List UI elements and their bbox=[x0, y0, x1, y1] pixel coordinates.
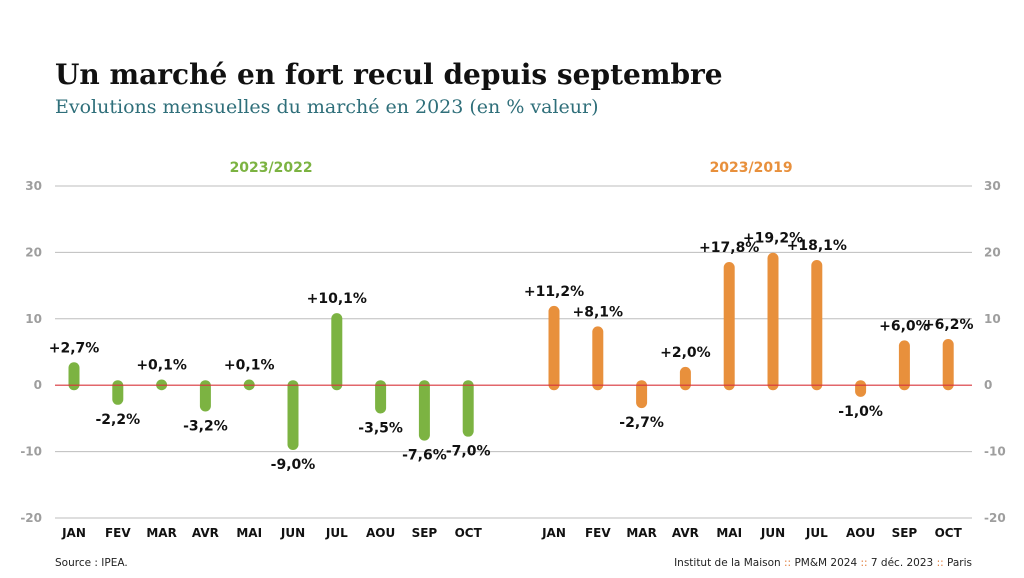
x-tick-label: MAI bbox=[716, 526, 742, 540]
data-label: +18,1% bbox=[787, 238, 847, 254]
y-tick-label-right: 10 bbox=[984, 312, 1001, 326]
data-label: -9,0% bbox=[271, 457, 316, 473]
credit-part: Paris bbox=[947, 557, 972, 569]
bar-sep bbox=[898, 340, 910, 391]
x-tick-label: OCT bbox=[935, 526, 963, 540]
credit-separator: :: bbox=[933, 557, 947, 569]
data-label: +11,2% bbox=[524, 284, 584, 300]
data-label: -2,7% bbox=[619, 415, 664, 431]
data-label: +10,1% bbox=[307, 291, 367, 307]
data-label: +0,1% bbox=[224, 358, 275, 374]
data-label: +6,2% bbox=[923, 317, 974, 333]
bar-fev bbox=[112, 380, 124, 405]
credit-part: PM&M 2024 bbox=[794, 557, 858, 569]
chart-title: Un marché en fort recul depuis septembre bbox=[55, 58, 723, 91]
bar-oct bbox=[942, 339, 954, 391]
data-label: -3,2% bbox=[183, 418, 228, 434]
x-tick-label: JUL bbox=[325, 526, 348, 540]
data-label: +8,1% bbox=[573, 304, 624, 320]
y-tick-label-right: 0 bbox=[984, 378, 992, 392]
data-label: -7,0% bbox=[446, 444, 491, 460]
x-tick-label: JUN bbox=[280, 526, 305, 540]
credit-part: Institut de la Maison bbox=[674, 557, 781, 569]
y-tick-label-left: -20 bbox=[20, 511, 42, 525]
y-tick-label-right: 20 bbox=[984, 245, 1001, 259]
x-tick-label: AOU bbox=[366, 526, 395, 540]
data-label: -7,6% bbox=[402, 448, 447, 464]
x-tick-label: FEV bbox=[105, 526, 131, 540]
x-tick-label: SEP bbox=[892, 526, 918, 540]
data-label: +2,7% bbox=[49, 340, 100, 356]
bar-aou bbox=[855, 380, 867, 397]
bar-aou bbox=[375, 380, 387, 414]
y-tick-label-right: 30 bbox=[984, 179, 1001, 193]
bar-sep bbox=[418, 380, 430, 441]
y-tick-label-left: 10 bbox=[25, 312, 42, 326]
data-label: -2,2% bbox=[95, 412, 140, 428]
bar-jul bbox=[811, 260, 823, 391]
credit-separator: :: bbox=[857, 557, 871, 569]
credit-part: 7 déc. 2023 bbox=[870, 557, 934, 569]
x-tick-label: JUL bbox=[805, 526, 828, 540]
data-label: -1,0% bbox=[838, 404, 883, 420]
bar-mar bbox=[636, 380, 648, 409]
x-tick-label: JUN bbox=[760, 526, 785, 540]
x-tick-label: MAI bbox=[236, 526, 262, 540]
data-label: -3,5% bbox=[358, 420, 403, 436]
bar-jun bbox=[287, 380, 299, 450]
x-tick-label: AVR bbox=[192, 526, 219, 540]
bar-jun bbox=[767, 252, 779, 391]
x-tick-label: SEP bbox=[412, 526, 438, 540]
bar-mai bbox=[723, 262, 735, 391]
x-tick-label: JAN bbox=[61, 526, 86, 540]
bar-avr bbox=[199, 380, 211, 412]
x-tick-label: MAR bbox=[626, 526, 656, 540]
data-label: +17,8% bbox=[699, 240, 759, 256]
data-label: +2,0% bbox=[660, 345, 711, 361]
bar-fev bbox=[592, 326, 604, 391]
data-label: +19,2% bbox=[743, 231, 803, 247]
x-tick-label: JAN bbox=[541, 526, 566, 540]
series-header-2023-2019: 2023/2019 bbox=[710, 160, 793, 176]
x-tick-label: OCT bbox=[455, 526, 483, 540]
chart-subtitle: Evolutions mensuelles du marché en 2023 … bbox=[55, 96, 599, 118]
y-tick-label-left: -10 bbox=[20, 445, 42, 459]
data-label: +0,1% bbox=[136, 358, 187, 374]
bar-jan bbox=[68, 362, 80, 391]
series-header-2023-2022: 2023/2022 bbox=[230, 160, 313, 176]
y-tick-label-left: 0 bbox=[34, 378, 42, 392]
bar-avr bbox=[679, 366, 691, 391]
credit-line: Institut de la Maison :: PM&M 2024 :: 7 … bbox=[674, 557, 972, 569]
bar-jul bbox=[331, 313, 343, 391]
y-tick-label-right: -10 bbox=[984, 445, 1006, 459]
x-tick-label: AOU bbox=[846, 526, 875, 540]
credit-separator: :: bbox=[780, 557, 795, 569]
source-note: Source : IPEA. bbox=[55, 557, 128, 569]
y-tick-label-left: 30 bbox=[25, 179, 42, 193]
x-tick-label: FEV bbox=[585, 526, 611, 540]
bar-oct bbox=[462, 380, 474, 437]
y-tick-label-left: 20 bbox=[25, 245, 42, 259]
bar-jan bbox=[548, 305, 560, 391]
y-tick-label-right: -20 bbox=[984, 511, 1006, 525]
data-label: +6,0% bbox=[879, 318, 930, 334]
x-tick-label: AVR bbox=[672, 526, 699, 540]
x-tick-label: MAR bbox=[146, 526, 176, 540]
